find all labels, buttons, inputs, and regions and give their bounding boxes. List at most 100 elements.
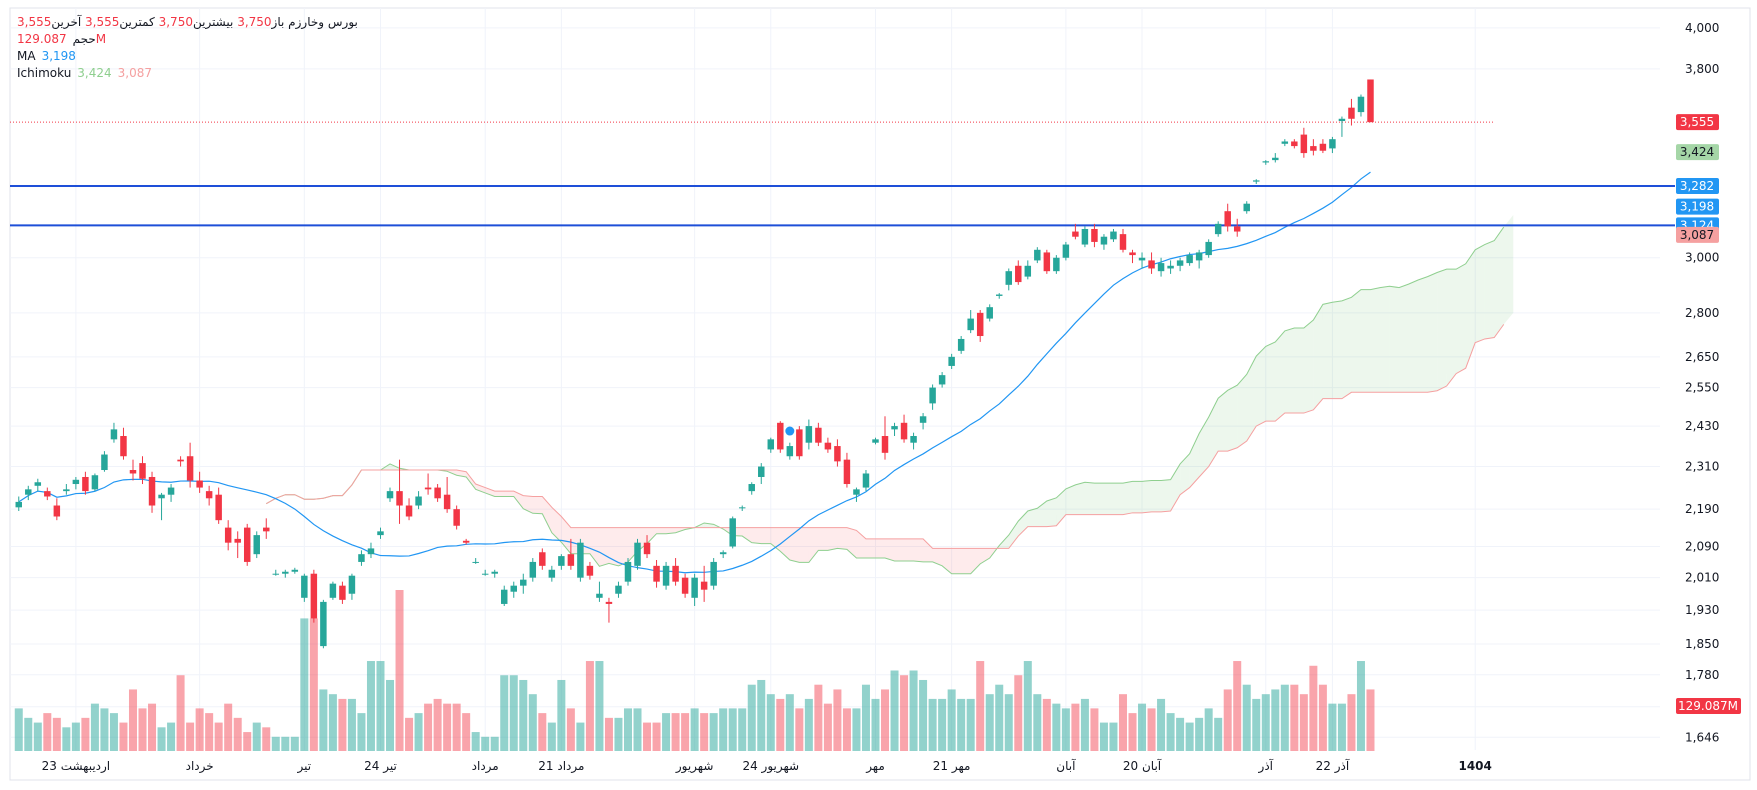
volume-bar: [900, 675, 909, 751]
volume-bar: [1347, 694, 1356, 751]
candle: [1062, 241, 1070, 261]
cloud-segment: [542, 496, 552, 533]
legend-volume-row[interactable]: حجم129.087M: [17, 31, 358, 48]
cloud-segment: [980, 548, 990, 564]
legend-symbol[interactable]: وخارزم: [288, 15, 325, 29]
candle: [243, 523, 251, 566]
volume-bar: [347, 698, 356, 751]
candle-body: [272, 573, 280, 575]
volume-bars: [14, 590, 1375, 751]
volume-bar: [719, 708, 728, 751]
candle-body: [967, 318, 974, 331]
candle: [348, 573, 356, 600]
moving-average-line: [18, 171, 1371, 574]
candle: [1091, 223, 1098, 248]
candle: [681, 573, 689, 598]
volume-bar: [1118, 694, 1127, 751]
cloud-segment: [656, 527, 667, 534]
candle-body: [1129, 252, 1136, 256]
cloud-segment: [494, 491, 505, 497]
candle: [329, 581, 337, 600]
candle: [1072, 223, 1079, 240]
candle-body: [91, 475, 99, 490]
price-label-bg: [1676, 177, 1719, 194]
volume-bar: [462, 713, 471, 751]
candle: [177, 456, 184, 467]
candle: [1110, 228, 1117, 242]
volume-bar: [804, 698, 813, 751]
candle-body: [691, 577, 698, 598]
volume-bar: [509, 675, 518, 751]
volume-bar: [243, 732, 252, 751]
candle-body: [767, 439, 775, 450]
candle: [282, 569, 289, 578]
volume-bar: [547, 722, 556, 751]
candle-body: [377, 531, 384, 536]
candle: [929, 384, 936, 410]
volume-bar: [100, 708, 109, 751]
candle-body: [586, 565, 594, 576]
volume-bar: [1128, 713, 1137, 751]
cloud-segment: [713, 524, 724, 530]
volume-bar: [500, 675, 509, 751]
x-tick-label: شهریور: [675, 759, 714, 774]
candle: [196, 471, 203, 493]
volume-bar: [224, 703, 233, 751]
legend-ma-row[interactable]: MA 3,198: [17, 48, 358, 65]
legend-ichimoku-row[interactable]: Ichimoku 3,424 3,087: [17, 65, 358, 82]
cloud-segment: [1437, 269, 1447, 391]
candle: [605, 597, 613, 623]
legend-high-label: بیشترین: [192, 15, 234, 29]
candle-body: [53, 505, 61, 517]
candle-body: [1186, 255, 1193, 264]
candle-body: [1034, 249, 1041, 261]
event-marker[interactable]: [785, 426, 795, 436]
candle: [1081, 226, 1089, 248]
candle: [1319, 139, 1327, 154]
cloud-segment: [1503, 214, 1514, 325]
horizontal-lines[interactable]: [10, 121, 1675, 227]
ichimoku-span-a: [266, 226, 1505, 575]
candle-body: [1043, 252, 1051, 272]
candle-body: [634, 542, 641, 566]
candle-body: [843, 459, 851, 485]
cloud-segment: [1294, 327, 1304, 414]
candle-body: [1138, 257, 1146, 261]
y-tick-label: 2,650: [1685, 350, 1719, 364]
volume-bar: [947, 689, 956, 751]
cloud-segment: [1132, 481, 1143, 513]
candle-body: [891, 426, 898, 430]
candle-body: [263, 527, 270, 532]
candlesticks[interactable]: [15, 79, 1374, 649]
y-tick-label: 1,850: [1685, 637, 1719, 651]
volume-bar: [281, 736, 290, 751]
candle-body: [824, 442, 832, 450]
cloud-segment: [970, 548, 981, 574]
candle: [472, 558, 479, 564]
volume-bar: [195, 708, 204, 751]
volume-bar: [1014, 675, 1023, 751]
volume-bar: [519, 679, 528, 751]
candle: [586, 561, 594, 580]
volume-bar: [881, 689, 890, 751]
candle: [1157, 257, 1165, 277]
cloud-segment: [846, 527, 857, 559]
cloud-segment: [1161, 479, 1171, 512]
candle: [1348, 98, 1355, 126]
x-tick-label: 24 شهریور: [742, 759, 799, 774]
time-axis[interactable]: 23 اردیبهشت خرداد تیر 24 تیر مرداد 21 مرداد شه…: [42, 758, 1492, 774]
cloud-segment: [618, 527, 628, 566]
cloud-segment: [475, 484, 486, 493]
price-label-text: 3,087: [1680, 228, 1714, 242]
candle: [700, 565, 708, 602]
candle: [377, 527, 384, 539]
cloud-segment: [1227, 385, 1238, 452]
volume-bar: [700, 713, 709, 751]
candle: [453, 505, 460, 530]
candle: [253, 531, 260, 559]
candle-body: [919, 416, 927, 423]
volume-bar: [1242, 684, 1251, 751]
volume-label-text: 129.087M: [1678, 699, 1738, 713]
cloud-segment: [1113, 483, 1123, 515]
